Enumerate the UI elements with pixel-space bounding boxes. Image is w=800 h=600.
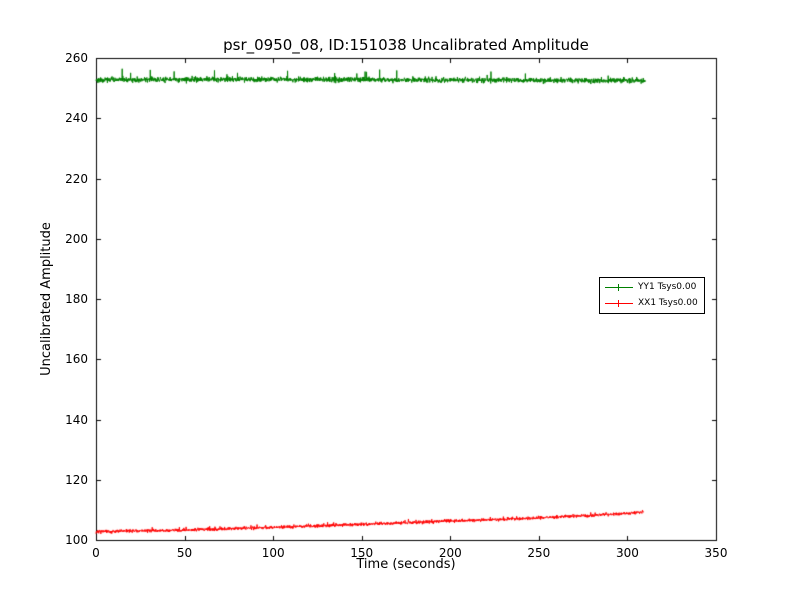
- x-tick-label: 100: [261, 546, 285, 560]
- y-tick-label: 260: [65, 51, 88, 65]
- y-tick-label: 220: [65, 171, 88, 186]
- errorbar-marker-xx1-icon: [605, 298, 633, 309]
- y-tick-label: 240: [65, 111, 88, 126]
- errorbar-marker-yy1-icon: [605, 282, 633, 293]
- x-tick-label: 300: [615, 546, 639, 560]
- legend-entry: YY1 Tsys0.00: [605, 281, 698, 294]
- y-tick-label: 200: [65, 231, 88, 246]
- y-tick-label: 120: [65, 472, 88, 487]
- x-tick-label: 350: [704, 546, 728, 560]
- x-tick-label: 250: [527, 546, 551, 560]
- y-tick-label: 140: [65, 412, 88, 427]
- y-tick-label: 180: [65, 292, 88, 306]
- legend-label: YY1 Tsys0.00: [638, 282, 697, 292]
- x-tick-label: 200: [438, 546, 462, 560]
- legend-label: XX1 Tsys0.00: [638, 298, 698, 308]
- y-tick-label: 100: [65, 533, 88, 547]
- x-tick-label: 150: [350, 546, 374, 560]
- x-tick-label: 50: [176, 546, 193, 560]
- chart-title: psr_0950_08, ID:151038 Uncalibrated Ampl…: [223, 36, 589, 54]
- legend-entry: XX1 Tsys0.00: [605, 297, 698, 310]
- x-tick-label: 0: [92, 546, 100, 560]
- x-axis-label: Time (seconds): [356, 557, 456, 572]
- legend: YY1 Tsys0.00 XX1 Tsys0.00: [599, 277, 705, 314]
- y-tick-label: 160: [65, 352, 88, 367]
